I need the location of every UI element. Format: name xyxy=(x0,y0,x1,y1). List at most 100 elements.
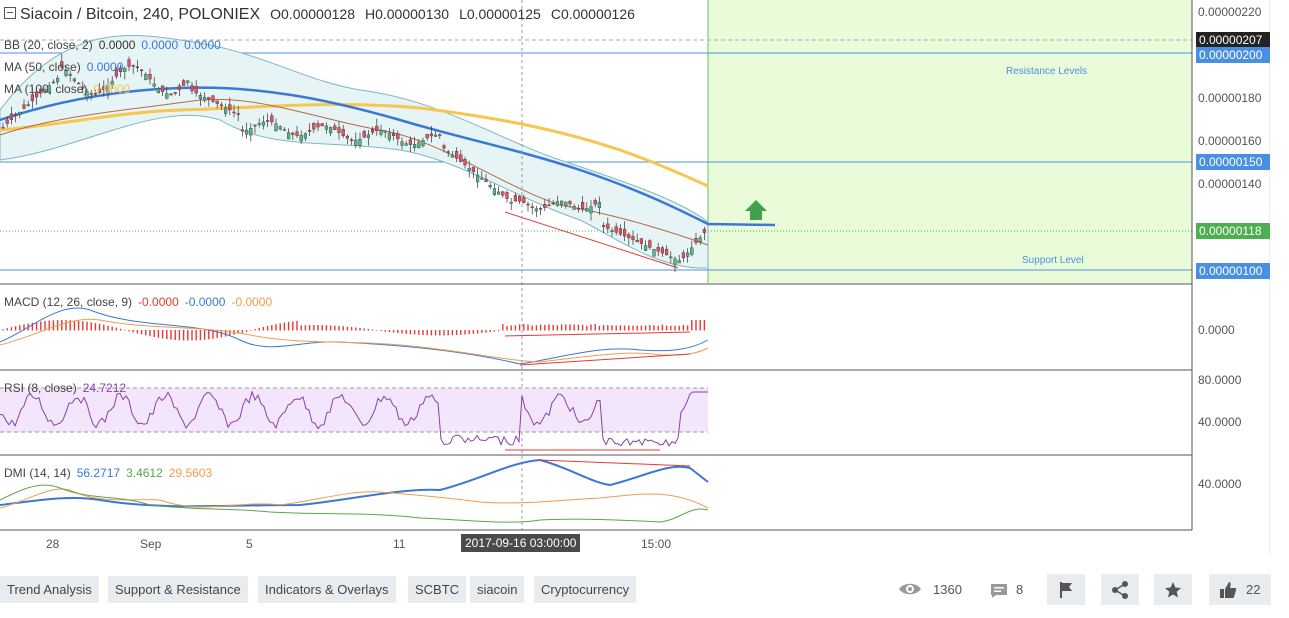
candle xyxy=(526,203,530,206)
comment-icon[interactable] xyxy=(990,576,1008,603)
tag-indicators-overlays[interactable]: Indicators & Overlays xyxy=(258,576,396,603)
macd-bar xyxy=(14,326,17,331)
candle xyxy=(471,166,475,172)
macd-bar xyxy=(409,330,412,335)
candle xyxy=(261,121,265,126)
candle xyxy=(669,256,673,259)
candle xyxy=(698,237,702,243)
ma50-legend[interactable]: MA (50, close) 0.0000 xyxy=(4,60,123,74)
macd-bar xyxy=(602,325,605,331)
rsi-tick: 80.0000 xyxy=(1198,373,1242,387)
macd-bar xyxy=(19,325,21,331)
macd-bar xyxy=(376,329,378,331)
macd-bar xyxy=(430,330,433,336)
candle xyxy=(223,107,228,114)
candle xyxy=(299,135,303,142)
macd-bar xyxy=(544,324,546,331)
macd-bar xyxy=(304,325,307,331)
macd-bar xyxy=(514,325,517,331)
flag-button[interactable] xyxy=(1047,574,1085,605)
macd-bar xyxy=(493,330,496,332)
candle xyxy=(47,85,51,93)
macd-bar xyxy=(548,324,550,331)
favorite-button[interactable] xyxy=(1154,574,1192,605)
tag-support-resistance[interactable]: Support & Resistance xyxy=(108,576,248,603)
dmi-legend[interactable]: DMI (14, 14) 56.2717 3.4612 29.5603 xyxy=(4,466,212,480)
views-count: 1360 xyxy=(933,582,962,597)
macd-bar xyxy=(422,330,424,336)
time-tick: Sep xyxy=(140,537,162,551)
macd-bar xyxy=(145,330,147,336)
macd-bar xyxy=(187,330,189,341)
macd-bar xyxy=(111,326,113,331)
collapse-icon[interactable] xyxy=(4,7,16,19)
macd-bar xyxy=(203,330,206,340)
candle xyxy=(228,104,232,111)
bb-value-upper: 0.0000 xyxy=(141,38,179,52)
candle xyxy=(509,202,513,204)
candle xyxy=(681,252,685,259)
macd-bar xyxy=(661,324,664,331)
flag-icon xyxy=(1060,582,1072,598)
ma50-value: 0.0000 xyxy=(86,60,124,74)
candle xyxy=(287,132,291,140)
like-button[interactable]: 22 xyxy=(1209,574,1271,605)
ohlc-close: C0.00000126 xyxy=(550,6,635,22)
ohlc-high: H0.00000130 xyxy=(364,6,450,22)
macd-bar xyxy=(245,330,248,332)
candle xyxy=(408,139,412,145)
macd-bar xyxy=(229,330,231,336)
candle xyxy=(97,88,102,93)
candle xyxy=(534,208,538,212)
candle xyxy=(181,80,186,86)
candle xyxy=(1,126,5,129)
macd-bar xyxy=(607,325,609,331)
macd-value: -0.0000 xyxy=(184,295,226,309)
candle xyxy=(312,123,316,130)
macd-bar xyxy=(334,325,336,331)
candle xyxy=(173,92,177,94)
macd-bar xyxy=(10,327,13,331)
ma100-legend[interactable]: MA (100, close) 0.0000 xyxy=(4,82,130,96)
chart-area[interactable]: Siacoin / Bitcoin, 240, POLONIEX O0.00000… xyxy=(0,0,1271,555)
adx-line xyxy=(0,458,709,508)
macd-bar xyxy=(86,321,88,331)
macd-bar xyxy=(539,324,542,331)
macd-bar xyxy=(342,326,344,331)
candle xyxy=(81,86,85,89)
chart-canvas[interactable] xyxy=(0,0,1271,555)
macd-bar xyxy=(73,320,76,331)
macd-bar xyxy=(598,325,601,331)
macd-bar xyxy=(682,324,685,331)
macd-bar xyxy=(2,329,4,331)
bb-label: BB (20, close, 2) xyxy=(4,38,93,52)
bb-legend[interactable]: BB (20, close, 2) 0.0000 0.0000 0.0000 xyxy=(4,38,221,52)
candle xyxy=(30,94,34,102)
tag-siacoin[interactable]: siacoin xyxy=(470,576,525,603)
candle xyxy=(455,151,459,159)
candle xyxy=(425,134,429,139)
ma100-value: 0.0000 xyxy=(93,82,131,96)
macd-legend[interactable]: MACD (12, 26, close, 9) -0.0000 -0.0000 -0.… xyxy=(4,295,272,309)
macd-bar xyxy=(350,327,353,331)
rsi-legend[interactable]: RSI (8, close) 24.7212 xyxy=(4,381,126,395)
tag-cryptocurrency[interactable]: Cryptocurrency xyxy=(534,576,637,603)
price-tag-118: 0.00000118 xyxy=(1196,223,1270,239)
candle xyxy=(110,80,114,85)
comments-count[interactable]: 8 xyxy=(1016,582,1024,597)
macd-bar xyxy=(426,330,428,336)
candle xyxy=(627,234,631,239)
macd-bar xyxy=(485,330,487,333)
share-button[interactable] xyxy=(1101,574,1139,605)
macd-bar xyxy=(497,330,500,332)
candle xyxy=(56,77,60,83)
macd-bar xyxy=(653,325,655,331)
tag-trend-analysis[interactable]: Trend Analysis xyxy=(0,576,99,603)
candle xyxy=(308,130,312,132)
candle xyxy=(488,184,492,188)
macd-bar xyxy=(472,330,475,334)
time-tick: 28 xyxy=(46,537,60,551)
tag-scbtc[interactable]: SCBTC xyxy=(408,576,467,603)
candle xyxy=(165,93,169,99)
candle xyxy=(127,59,131,67)
